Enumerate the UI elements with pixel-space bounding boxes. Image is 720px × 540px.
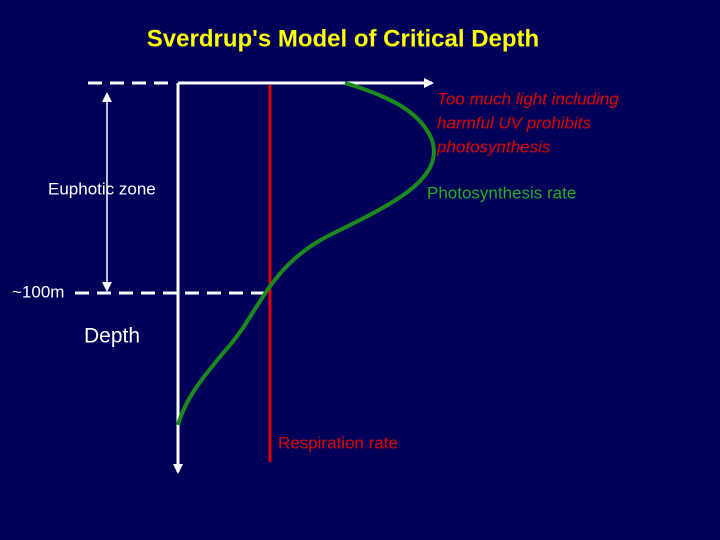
uv-note-line: harmful UV prohibits xyxy=(437,113,592,132)
respiration-label: Respiration rate xyxy=(278,433,398,452)
uv-note-line: Too much light including xyxy=(437,89,619,108)
photosynthesis-curve xyxy=(176,81,436,426)
photosynthesis-label: Photosynthesis rate xyxy=(427,183,576,202)
depth-label: Depth xyxy=(84,325,140,348)
depth-marker-label: ~100m xyxy=(12,282,64,301)
euphotic-label: Euphotic zone xyxy=(48,179,156,198)
uv-note-line: photosynthesis xyxy=(436,137,551,156)
title: Sverdrup's Model of Critical Depth xyxy=(147,25,539,52)
